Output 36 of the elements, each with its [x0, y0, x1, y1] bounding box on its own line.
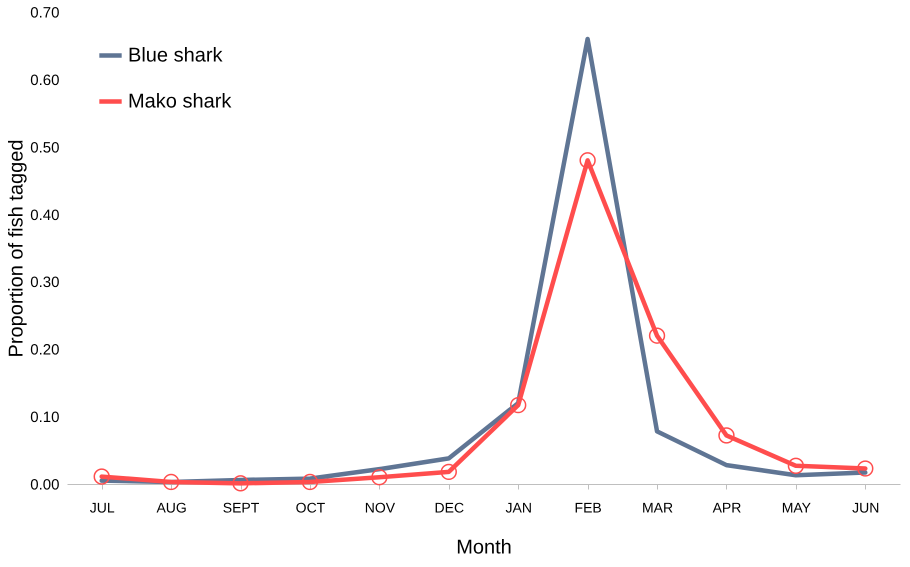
- x-tick-label: FEB: [574, 500, 602, 516]
- x-tick-label: JUL: [90, 500, 115, 516]
- point: [579, 152, 596, 168]
- y-axis-title: Proportion of fish tagged: [5, 140, 28, 358]
- y-tick-label: 0.00: [30, 476, 60, 494]
- x-tick-label: APR: [712, 500, 742, 516]
- x-tick-label: MAR: [642, 500, 674, 516]
- x-axis-title: Month: [456, 536, 512, 558]
- x-tick-label: NOV: [364, 500, 396, 516]
- y-tick-label: 0.10: [30, 409, 60, 426]
- x-tick-label: OCT: [296, 500, 326, 516]
- point: [648, 328, 666, 344]
- x-tick-label: AUG: [156, 500, 187, 516]
- y-tick-label: 0.70: [30, 4, 60, 22]
- point: [788, 458, 804, 474]
- point: [857, 460, 874, 477]
- point: [162, 474, 180, 490]
- point: [440, 464, 457, 480]
- point: [94, 468, 110, 485]
- y-tick-label: 0.60: [30, 72, 60, 89]
- y-tick-label: 0.50: [30, 139, 60, 156]
- x-tick-label: DEC: [434, 500, 464, 516]
- y-tick-label: 0.40: [30, 206, 60, 224]
- legend-label: Mako shark: [128, 90, 232, 112]
- legend-label: Blue shark: [128, 44, 224, 66]
- x-tick-label: MAY: [782, 500, 812, 516]
- y-tick-label: 0.20: [30, 342, 60, 359]
- y-tick-label: 0.30: [30, 274, 60, 292]
- x-tick-label: JAN: [505, 500, 532, 516]
- point: [718, 427, 735, 444]
- point: [510, 396, 526, 414]
- x-tick-label: JUN: [852, 500, 880, 516]
- point: [371, 469, 388, 486]
- point: [232, 475, 249, 492]
- x-tick-label: SEPT: [222, 500, 260, 516]
- point: [302, 474, 318, 490]
